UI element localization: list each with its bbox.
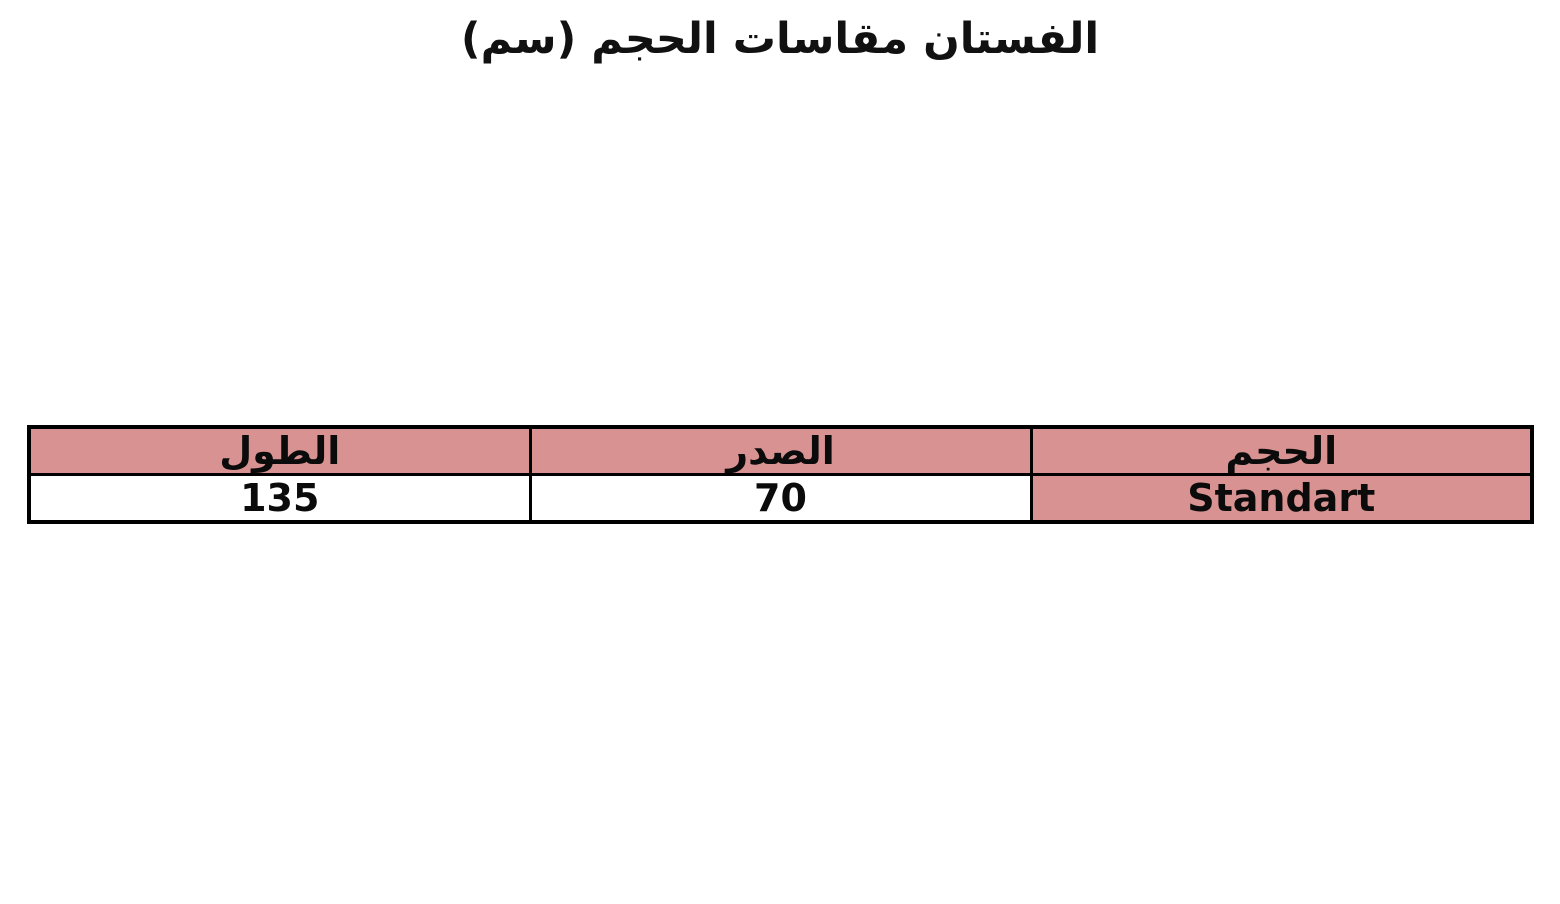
cell-size-value: Standart bbox=[1029, 473, 1534, 524]
table-data-row: Standart 70 135 bbox=[27, 473, 1534, 524]
cell-length-value: 135 bbox=[27, 473, 532, 524]
size-table: الحجم الصدر الطول Standart 70 135 bbox=[27, 425, 1534, 524]
table-header: الحجم الصدر الطول bbox=[27, 425, 1534, 476]
header-cell-length: الطول bbox=[27, 425, 532, 476]
table-header-row: الحجم الصدر الطول bbox=[27, 425, 1534, 476]
cell-chest-value: 70 bbox=[528, 473, 1033, 524]
table-body: Standart 70 135 bbox=[27, 473, 1534, 524]
header-cell-size: الحجم bbox=[1029, 425, 1534, 476]
header-cell-chest: الصدر bbox=[528, 425, 1033, 476]
chart-title: الفستان مقاسات الحجم (سم) bbox=[460, 14, 1100, 64]
